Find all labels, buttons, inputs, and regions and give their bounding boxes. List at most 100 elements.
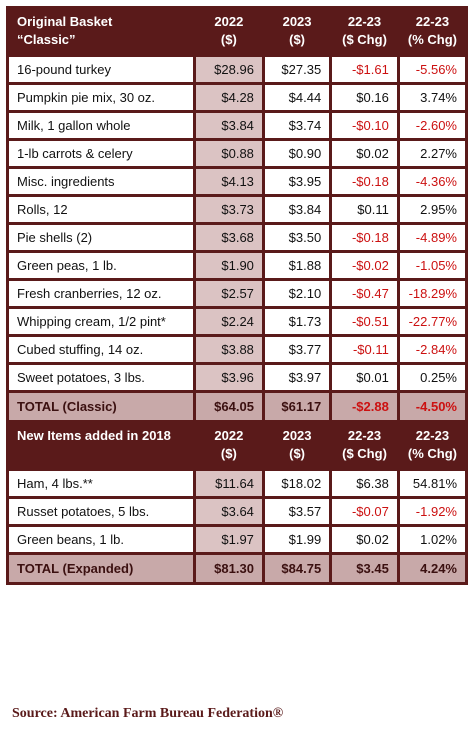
header-2023: 2023 ($) xyxy=(261,420,333,471)
total-percent-change: 4.24% xyxy=(396,552,469,585)
dollar-change: -$0.02 xyxy=(329,250,400,281)
item-name: Misc. ingredients xyxy=(6,166,196,197)
dollar-change: -$0.18 xyxy=(329,166,400,197)
table-row: Pie shells (2) $3.68 $3.50 -$0.18 -4.89% xyxy=(6,222,469,253)
total-percent-change: -4.50% xyxy=(396,390,469,423)
dollar-change: $0.02 xyxy=(329,524,400,555)
percent-change: -1.05% xyxy=(396,250,469,281)
percent-change: 1.02% xyxy=(396,524,469,555)
percent-change: -2.60% xyxy=(396,110,469,141)
item-name: 1-lb carrots & celery xyxy=(6,138,196,169)
total-2023: $84.75 xyxy=(261,552,333,585)
total-2022: $81.30 xyxy=(192,552,265,585)
total-row: TOTAL (Classic) $64.05 $61.17 -$2.88 -4.50% xyxy=(6,390,469,423)
price-2023: $3.57 xyxy=(261,496,333,527)
price-2023: $1.88 xyxy=(261,250,333,281)
price-2022: $2.57 xyxy=(192,278,265,309)
percent-change: 3.74% xyxy=(396,82,469,113)
table-row: Ham, 4 lbs.** $11.64 $18.02 $6.38 54.81% xyxy=(6,468,469,499)
item-name: Ham, 4 lbs.** xyxy=(6,468,196,499)
header-dollar-change: 22-23 ($ Chg) xyxy=(329,420,400,471)
item-name: Sweet potatoes, 3 lbs. xyxy=(6,362,196,393)
item-name: Fresh cranberries, 12 oz. xyxy=(6,278,196,309)
table-row: 1-lb carrots & celery $0.88 $0.90 $0.02 2.27… xyxy=(6,138,469,169)
dollar-change: $0.01 xyxy=(329,362,400,393)
table-row: Fresh cranberries, 12 oz. $2.57 $2.10 -$0.4… xyxy=(6,278,469,309)
source-note: Source: American Farm Bureau Federation® xyxy=(12,706,284,721)
header-item-name: New Items added in 2018 xyxy=(6,420,196,471)
price-2023: $1.99 xyxy=(261,524,333,555)
price-2022: $3.64 xyxy=(192,496,265,527)
price-2023: $3.97 xyxy=(261,362,333,393)
percent-change: -22.77% xyxy=(396,306,469,337)
item-name: Milk, 1 gallon whole xyxy=(6,110,196,141)
percent-change: -4.89% xyxy=(396,222,469,253)
item-name: 16-pound turkey xyxy=(6,54,196,85)
percent-change: 2.27% xyxy=(396,138,469,169)
header-2022: 2022 ($) xyxy=(192,420,265,471)
header-percent-change: 22-23 (% Chg) xyxy=(396,6,469,57)
price-2022: $0.88 xyxy=(192,138,265,169)
percent-change: -5.56% xyxy=(396,54,469,85)
table-row: Sweet potatoes, 3 lbs. $3.96 $3.97 $0.01 0.2… xyxy=(6,362,469,393)
price-2022: $2.24 xyxy=(192,306,265,337)
total-label: TOTAL (Expanded) xyxy=(6,552,196,585)
price-table: Original Basket “Classic” 2022 ($) 2023 ($)… xyxy=(6,6,469,585)
dollar-change: -$1.61 xyxy=(329,54,400,85)
price-2023: $3.50 xyxy=(261,222,333,253)
price-2023: $3.84 xyxy=(261,194,333,225)
item-name: Pie shells (2) xyxy=(6,222,196,253)
table-row: Cubed stuffing, 14 oz. $3.88 $3.77 -$0.11 -2… xyxy=(6,334,469,365)
price-2022: $1.90 xyxy=(192,250,265,281)
percent-change: 0.25% xyxy=(396,362,469,393)
item-name: Russet potatoes, 5 lbs. xyxy=(6,496,196,527)
price-2022: $1.97 xyxy=(192,524,265,555)
price-2023: $18.02 xyxy=(261,468,333,499)
dollar-change: -$0.07 xyxy=(329,496,400,527)
price-2022: $4.28 xyxy=(192,82,265,113)
percent-change: -1.92% xyxy=(396,496,469,527)
price-2022: $4.13 xyxy=(192,166,265,197)
item-name: Rolls, 12 xyxy=(6,194,196,225)
price-2023: $3.74 xyxy=(261,110,333,141)
table-row: Pumpkin pie mix, 30 oz. $4.28 $4.44 $0.16 3.… xyxy=(6,82,469,113)
dollar-change: $0.02 xyxy=(329,138,400,169)
price-2023: $27.35 xyxy=(261,54,333,85)
item-name: Pumpkin pie mix, 30 oz. xyxy=(6,82,196,113)
dollar-change: $6.38 xyxy=(329,468,400,499)
header-item-name: Original Basket “Classic” xyxy=(6,6,196,57)
total-2023: $61.17 xyxy=(261,390,333,423)
table-row: Green peas, 1 lb. $1.90 $1.88 -$0.02 -1.05% xyxy=(6,250,469,281)
price-2022: $3.96 xyxy=(192,362,265,393)
total-row: TOTAL (Expanded) $81.30 $84.75 $3.45 4.24% xyxy=(6,552,469,585)
total-dollar-change: -$2.88 xyxy=(329,390,400,423)
dollar-change: $0.11 xyxy=(329,194,400,225)
dollar-change: -$0.51 xyxy=(329,306,400,337)
percent-change: 2.95% xyxy=(396,194,469,225)
header-2023: 2023 ($) xyxy=(261,6,333,57)
header-2022: 2022 ($) xyxy=(192,6,265,57)
item-name: Green beans, 1 lb. xyxy=(6,524,196,555)
percent-change: -2.84% xyxy=(396,334,469,365)
table-row: Misc. ingredients $4.13 $3.95 -$0.18 -4.36% xyxy=(6,166,469,197)
dollar-change: -$0.10 xyxy=(329,110,400,141)
dollar-change: -$0.47 xyxy=(329,278,400,309)
total-label: TOTAL (Classic) xyxy=(6,390,196,423)
price-2022: $11.64 xyxy=(192,468,265,499)
price-2022: $3.84 xyxy=(192,110,265,141)
dollar-change: -$0.18 xyxy=(329,222,400,253)
price-2023: $4.44 xyxy=(261,82,333,113)
table-row: Rolls, 12 $3.73 $3.84 $0.11 2.95% xyxy=(6,194,469,225)
table-row: Milk, 1 gallon whole $3.84 $3.74 -$0.10 -2.6… xyxy=(6,110,469,141)
item-name: Whipping cream, 1/2 pint* xyxy=(6,306,196,337)
price-2023: $2.10 xyxy=(261,278,333,309)
item-name: Green peas, 1 lb. xyxy=(6,250,196,281)
expanded-header-row: New Items added in 2018 2022 ($) 2023 ($) 22-… xyxy=(6,420,469,471)
price-2023: $3.77 xyxy=(261,334,333,365)
price-2023: $0.90 xyxy=(261,138,333,169)
table-row: Russet potatoes, 5 lbs. $3.64 $3.57 -$0.07-… xyxy=(6,496,469,527)
table-row: 16-pound turkey $28.96 $27.35 -$1.61 -5.56% xyxy=(6,54,469,85)
price-2022: $28.96 xyxy=(192,54,265,85)
percent-change: 54.81% xyxy=(396,468,469,499)
price-2023: $3.95 xyxy=(261,166,333,197)
